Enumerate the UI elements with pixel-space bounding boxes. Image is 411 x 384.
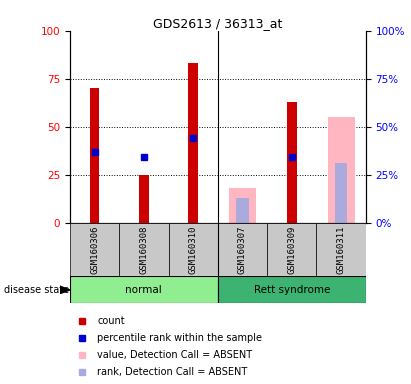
Bar [169, 223, 218, 276]
Bar [218, 223, 267, 276]
Bar [328, 117, 355, 223]
Text: GSM160309: GSM160309 [287, 225, 296, 274]
Bar [70, 223, 119, 276]
Bar [335, 163, 347, 223]
Bar [188, 63, 198, 223]
Bar [316, 223, 366, 276]
Bar [90, 88, 99, 223]
Bar [229, 188, 256, 223]
Text: GSM160308: GSM160308 [139, 225, 148, 274]
Bar [70, 276, 218, 303]
Text: Rett syndrome: Rett syndrome [254, 285, 330, 295]
Bar [139, 175, 149, 223]
Text: GSM160311: GSM160311 [337, 225, 346, 274]
Text: GSM160306: GSM160306 [90, 225, 99, 274]
Bar [287, 102, 297, 223]
Polygon shape [60, 286, 70, 294]
Text: rank, Detection Call = ABSENT: rank, Detection Call = ABSENT [97, 367, 247, 377]
Text: GSM160307: GSM160307 [238, 225, 247, 274]
Text: disease state: disease state [4, 285, 69, 295]
Text: GSM160310: GSM160310 [189, 225, 198, 274]
Bar [119, 223, 169, 276]
Bar [267, 223, 316, 276]
Text: count: count [97, 316, 125, 326]
Title: GDS2613 / 36313_at: GDS2613 / 36313_at [153, 17, 282, 30]
Text: normal: normal [125, 285, 162, 295]
Text: percentile rank within the sample: percentile rank within the sample [97, 333, 262, 343]
Text: value, Detection Call = ABSENT: value, Detection Call = ABSENT [97, 350, 252, 360]
Bar [236, 198, 249, 223]
Bar [218, 276, 366, 303]
